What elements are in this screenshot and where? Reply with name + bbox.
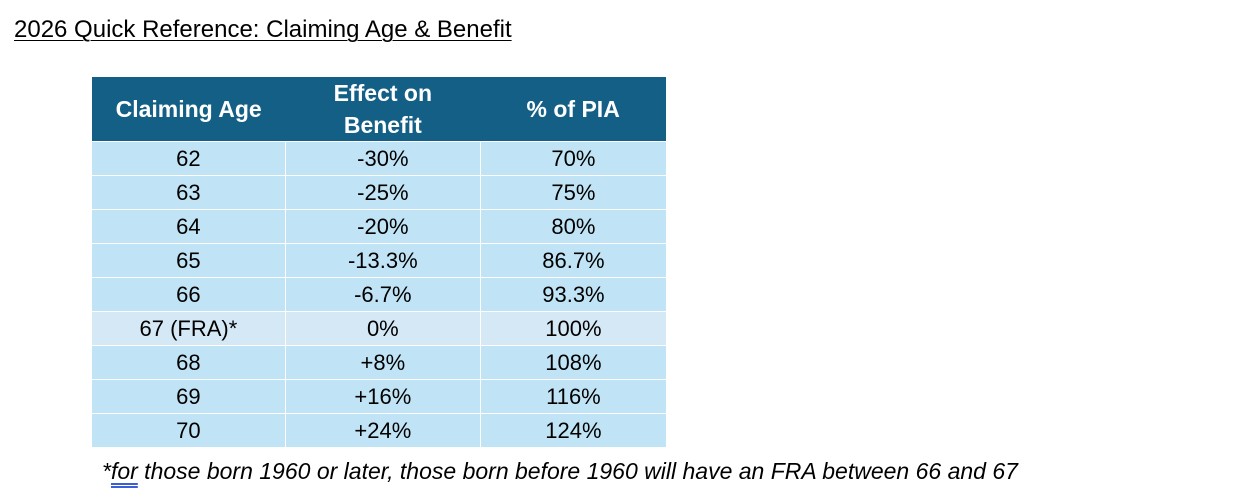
- table-header-row: Claiming Age Effect on Benefit % of PIA: [92, 77, 666, 142]
- cell-effect: +24%: [284, 413, 481, 447]
- table-row: 63 -25% 75%: [92, 175, 666, 210]
- cell-pia: 80%: [479, 209, 666, 244]
- cell-pia: 86.7%: [479, 243, 666, 278]
- table-row: 69 +16% 116%: [92, 379, 666, 414]
- cell-effect: +8%: [284, 345, 481, 380]
- cell-pia: 75%: [479, 175, 666, 210]
- cell-claiming-age: 67 (FRA)*: [92, 311, 286, 346]
- footnote-spellcheck-word[interactable]: for: [110, 458, 138, 484]
- cell-pia: 116%: [479, 379, 666, 414]
- cell-effect: -13.3%: [284, 243, 481, 278]
- table-row-fra: 67 (FRA)* 0% 100%: [92, 311, 666, 346]
- header-claiming-age: Claiming Age: [92, 77, 286, 142]
- header-effect-on-benefit: Effect on Benefit: [285, 77, 481, 142]
- table-row: 62 -30% 70%: [92, 141, 666, 176]
- cell-claiming-age: 66: [92, 277, 286, 312]
- footnote-text: those born 1960 or later, those born bef…: [137, 458, 1018, 484]
- table-row: 68 +8% 108%: [92, 345, 666, 380]
- cell-claiming-age: 65: [92, 243, 286, 278]
- cell-pia: 70%: [479, 141, 666, 176]
- cell-pia: 93.3%: [479, 277, 666, 312]
- footnote: *for those born 1960 or later, those bor…: [102, 458, 1018, 485]
- table-row: 70 +24% 124%: [92, 413, 666, 447]
- cell-effect: -30%: [284, 141, 481, 176]
- footnote-asterisk: *: [102, 458, 111, 484]
- table-row: 66 -6.7% 93.3%: [92, 277, 666, 312]
- cell-claiming-age: 69: [92, 379, 286, 414]
- cell-claiming-age: 63: [92, 175, 286, 210]
- table-row: 64 -20% 80%: [92, 209, 666, 244]
- cell-claiming-age: 62: [92, 141, 286, 176]
- cell-pia: 108%: [479, 345, 666, 380]
- cell-claiming-age: 68: [92, 345, 286, 380]
- cell-effect: -20%: [284, 209, 481, 244]
- cell-effect: -25%: [284, 175, 481, 210]
- cell-effect: 0%: [284, 311, 481, 346]
- cell-pia: 100%: [479, 311, 666, 346]
- claiming-age-table: Claiming Age Effect on Benefit % of PIA …: [92, 77, 666, 447]
- cell-effect: -6.7%: [284, 277, 481, 312]
- cell-claiming-age: 64: [92, 209, 286, 244]
- page-title: 2026 Quick Reference: Claiming Age & Ben…: [14, 16, 512, 43]
- cell-pia: 124%: [479, 413, 666, 447]
- header-percent-of-pia: % of PIA: [480, 77, 666, 142]
- cell-claiming-age: 70: [92, 413, 286, 447]
- cell-effect: +16%: [284, 379, 481, 414]
- table-row: 65 -13.3% 86.7%: [92, 243, 666, 278]
